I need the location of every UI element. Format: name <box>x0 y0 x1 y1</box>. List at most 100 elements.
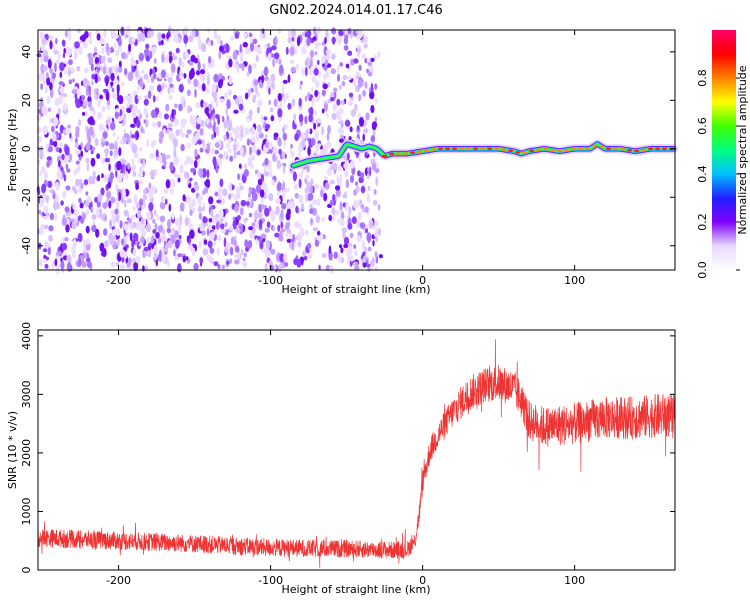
noise-blob <box>74 98 80 106</box>
noise-blob <box>324 36 327 45</box>
noise-blob <box>274 35 278 45</box>
noise-blob <box>244 92 249 100</box>
noise-blob <box>357 212 362 221</box>
noise-blob <box>313 122 317 130</box>
noise-blob <box>186 195 192 204</box>
noise-blob <box>146 138 150 147</box>
noise-blob <box>284 187 290 192</box>
noise-blob <box>39 197 44 205</box>
noise-blob <box>107 181 112 189</box>
noise-blob <box>290 144 293 149</box>
noise-blob <box>255 219 260 230</box>
noise-blob <box>123 165 126 174</box>
noise-blob <box>264 262 268 272</box>
noise-blob <box>300 80 303 85</box>
noise-blob <box>136 210 142 218</box>
noise-blob <box>152 95 156 103</box>
noise-blob <box>64 30 68 38</box>
noise-blob <box>310 217 314 226</box>
noise-blob <box>102 131 108 140</box>
noise-blob <box>299 222 302 230</box>
noise-blob <box>67 26 71 35</box>
signal-peak <box>466 147 472 151</box>
noise-blob <box>188 35 194 43</box>
noise-blob <box>131 164 136 173</box>
noise-blob <box>194 148 198 158</box>
noise-blob <box>221 264 225 270</box>
noise-blob <box>282 164 286 175</box>
noise-blob <box>336 35 342 45</box>
noise-blob <box>151 242 154 250</box>
noise-blob <box>251 126 256 136</box>
noise-blob <box>149 242 152 248</box>
noise-blob <box>55 59 61 65</box>
noise-blob <box>330 97 335 102</box>
noise-blob <box>367 235 371 244</box>
noise-blob <box>84 110 88 118</box>
noise-blob <box>233 64 238 69</box>
spec-x-tick-label: 100 <box>564 274 585 287</box>
noise-blob <box>61 237 65 243</box>
noise-blob <box>98 123 104 132</box>
spec-y-tick-label: 20 <box>20 93 33 107</box>
noise-blob <box>301 47 307 55</box>
noise-blob <box>258 218 263 229</box>
noise-blob <box>165 103 170 112</box>
noise-blob <box>307 253 313 259</box>
noise-blob <box>240 199 247 207</box>
noise-blob <box>123 199 127 208</box>
noise-blob <box>237 250 240 259</box>
noise-blob <box>154 96 159 102</box>
spectrogram-noise-field <box>36 25 384 275</box>
noise-blob <box>279 253 285 262</box>
noise-blob <box>377 51 381 59</box>
noise-blob <box>206 108 209 117</box>
noise-blob <box>208 218 213 223</box>
noise-blob <box>190 167 195 173</box>
noise-blob <box>311 86 314 93</box>
noise-blob <box>87 101 92 108</box>
signal-peak <box>459 147 465 151</box>
noise-blob <box>85 86 89 97</box>
noise-blob <box>47 180 53 188</box>
noise-blob <box>264 134 268 141</box>
noise-blob <box>279 101 283 110</box>
figure-title: GN02.2024.014.01.17.C46 <box>269 3 443 18</box>
noise-blob <box>114 79 119 86</box>
noise-blob <box>202 138 205 146</box>
noise-blob <box>372 199 378 206</box>
noise-blob <box>179 214 183 224</box>
noise-blob <box>132 221 137 228</box>
noise-blob <box>43 55 49 63</box>
noise-blob <box>350 175 354 183</box>
noise-blob <box>233 151 237 159</box>
noise-blob <box>234 97 240 105</box>
noise-blob <box>219 98 225 104</box>
noise-blob <box>55 194 59 203</box>
noise-blob <box>150 109 157 119</box>
noise-blob <box>153 139 157 145</box>
noise-blob <box>101 137 105 143</box>
noise-blob <box>330 68 336 75</box>
noise-blob <box>133 152 139 159</box>
noise-blob <box>131 134 136 139</box>
noise-blob <box>353 201 357 209</box>
noise-blob <box>332 103 338 112</box>
noise-blob <box>269 168 273 178</box>
noise-blob <box>284 262 289 267</box>
noise-blob <box>132 109 137 119</box>
noise-blob <box>146 30 153 39</box>
signal-peak <box>585 147 591 151</box>
noise-blob <box>140 228 146 238</box>
noise-blob <box>134 193 138 203</box>
noise-blob <box>327 124 331 135</box>
noise-blob <box>258 203 262 213</box>
noise-blob <box>86 261 92 268</box>
noise-blob <box>156 214 159 221</box>
noise-blob <box>55 251 61 256</box>
noise-blob <box>229 246 234 256</box>
snr-y-tick-label: 2000 <box>20 439 33 467</box>
signal-peak <box>438 147 444 151</box>
noise-blob <box>66 262 72 272</box>
snr-x-tick-label: 100 <box>564 574 585 587</box>
